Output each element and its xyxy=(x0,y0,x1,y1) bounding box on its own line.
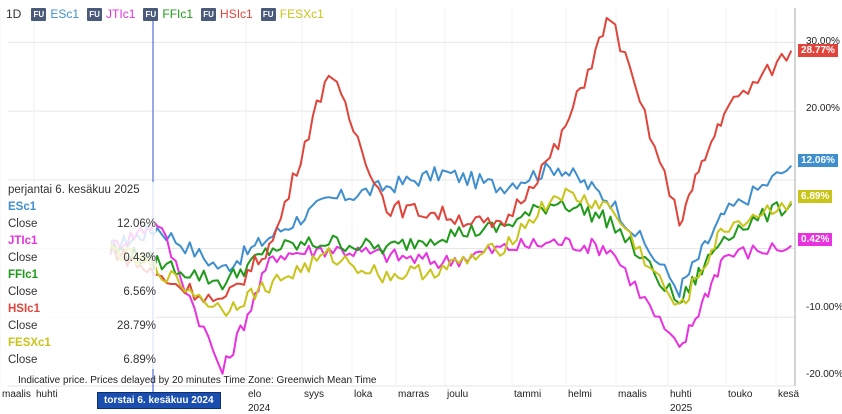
crosshair-date-label: torstai 6. kesäkuu 2024 xyxy=(97,392,221,409)
tooltip-series-name: ESc1 xyxy=(8,201,37,213)
x-tick-label: huhti xyxy=(36,389,58,400)
x-tick-label: syys xyxy=(304,389,324,400)
tooltip-date: perjantai 6. kesäkuu 2025 xyxy=(8,184,140,196)
fu-badge-icon: FU xyxy=(260,7,276,21)
legend-label: FFIc1 xyxy=(162,7,194,21)
grid xyxy=(0,8,795,387)
tooltip-close-value: 0.43% xyxy=(123,252,156,264)
fu-badge-icon: FU xyxy=(31,7,47,21)
y-tick-label: 30.00% xyxy=(806,36,840,47)
interval-selector[interactable]: 1D xyxy=(6,7,22,21)
series-line-esc1 xyxy=(110,162,793,298)
tooltip-close-value: 6.89% xyxy=(123,354,156,366)
legend-item-ffic1[interactable]: FU FFIc1 xyxy=(143,7,193,21)
tooltip-close-label: Close xyxy=(8,218,38,230)
legend-item-jtic1[interactable]: FU JTIc1 xyxy=(87,7,135,21)
x-tick-label: loka xyxy=(354,389,373,400)
legend-item-hsic1[interactable]: FU HSIc1 xyxy=(201,7,253,21)
tooltip-series-name: JTIc1 xyxy=(8,235,38,247)
y-tick-label: -20.00% xyxy=(806,369,842,380)
crosshair-tooltip: perjantai 6. kesäkuu 2025 ESc1 Close 12.0… xyxy=(8,182,156,369)
tooltip-close-label: Close xyxy=(8,320,38,332)
x-tick-label: maalis xyxy=(618,389,647,400)
legend-label: JTIc1 xyxy=(106,7,136,21)
x-tick-label: touko xyxy=(728,389,753,400)
legend-item-esc1[interactable]: FU ESc1 xyxy=(31,7,79,21)
legend-item-fesxc1[interactable]: FU FESXc1 xyxy=(260,7,324,21)
x-tick-label: huhti xyxy=(670,389,692,400)
series-lines xyxy=(109,16,793,375)
year-label: 2025 xyxy=(670,403,693,414)
tooltip-series-name: HSIc1 xyxy=(8,303,40,315)
tooltip-series-name: FESXc1 xyxy=(8,337,51,349)
x-tick-label: kesä xyxy=(778,389,800,400)
last-value-badge: 6.89% xyxy=(798,190,833,203)
fu-badge-icon: FU xyxy=(87,7,103,21)
y-tick-label: 20.00% xyxy=(806,103,840,114)
tooltip-close-label: Close xyxy=(8,354,38,366)
tooltip-close-value: 6.56% xyxy=(123,286,156,298)
x-tick-label: tammi xyxy=(514,389,542,400)
year-label: 2024 xyxy=(248,403,271,414)
legend-bar: 1D FU ESc1 FU JTIc1 FU FFIc1 FU HSIc1 FU FESX… xyxy=(0,0,332,28)
legend-label: HSIc1 xyxy=(220,7,253,21)
fu-badge-icon: FU xyxy=(143,7,159,21)
y-tick-label: -10.00% xyxy=(806,302,842,313)
footer-note: Indicative price. Prices delayed by 20 m… xyxy=(18,375,377,386)
series-line-ffic1 xyxy=(109,199,793,305)
x-tick-label: elo xyxy=(248,389,262,400)
tooltip-close-value: 12.06% xyxy=(116,218,156,230)
legend-label: ESc1 xyxy=(50,7,80,21)
series-line-hsic1 xyxy=(110,16,793,304)
x-tick-label: joulu xyxy=(447,389,469,400)
tooltip-close-value: 28.79% xyxy=(116,320,156,332)
tooltip-close-label: Close xyxy=(8,252,38,264)
tooltip-series-name: FFIc1 xyxy=(8,269,39,281)
legend-label: FESXc1 xyxy=(279,7,324,21)
last-value-badge: 12.06% xyxy=(798,154,838,167)
tooltip-close-label: Close xyxy=(8,286,38,298)
x-tick-label: maalis xyxy=(2,389,31,400)
series-line-jtic1 xyxy=(109,220,792,375)
series-line-fesxc1 xyxy=(109,187,793,317)
last-value-badge: 28.77% xyxy=(798,44,838,57)
x-tick-label: helmi xyxy=(568,389,592,400)
x-tick-label: marras xyxy=(398,389,430,400)
fu-badge-icon: FU xyxy=(201,7,217,21)
last-value-badge: 0.42% xyxy=(798,233,833,246)
